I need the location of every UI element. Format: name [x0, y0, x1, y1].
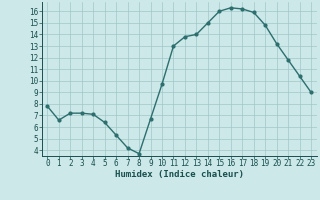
X-axis label: Humidex (Indice chaleur): Humidex (Indice chaleur): [115, 170, 244, 179]
